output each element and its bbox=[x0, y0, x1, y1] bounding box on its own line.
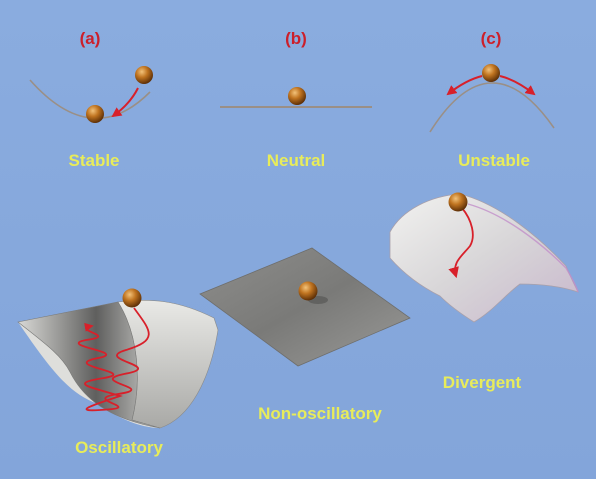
divergent-path bbox=[448, 207, 474, 279]
non-oscillatory-plane bbox=[199, 247, 411, 367]
unstable-hill-curve bbox=[429, 82, 555, 133]
oscillatory-path bbox=[77, 307, 150, 412]
divergent-ball bbox=[448, 192, 468, 212]
label-oscillatory: Oscillatory bbox=[75, 438, 163, 457]
label-stable: Stable bbox=[68, 151, 120, 170]
label-neutral: Neutral bbox=[266, 151, 326, 170]
stable-ball-rest bbox=[86, 105, 104, 123]
panel-tag-c: (c) bbox=[480, 29, 502, 48]
divergent-ridge bbox=[389, 193, 579, 323]
non-oscillatory-ball bbox=[298, 281, 318, 301]
divergent-ridge-edge bbox=[467, 203, 579, 293]
unstable-ball bbox=[482, 64, 500, 82]
label-unstable: Unstable bbox=[458, 151, 530, 170]
stable-ball-displaced bbox=[135, 66, 153, 84]
panel-tag-a: (a) bbox=[79, 29, 101, 48]
unstable-left-arrow bbox=[446, 75, 483, 96]
label-non-oscillatory: Non-oscillatory bbox=[258, 404, 382, 423]
neutral-ball bbox=[288, 87, 306, 105]
label-divergent: Divergent bbox=[442, 373, 522, 392]
oscillatory-ball bbox=[122, 288, 142, 308]
stable-return-arrow bbox=[111, 87, 139, 118]
unstable-right-arrow bbox=[499, 75, 536, 96]
panel-tag-b: (b) bbox=[285, 29, 307, 48]
